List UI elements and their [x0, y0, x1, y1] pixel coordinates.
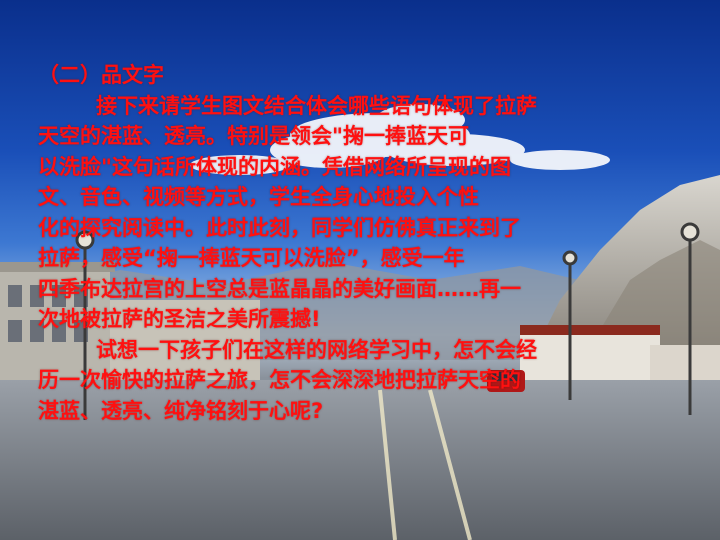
paragraph-1-line: 拉萨，感受“掬一捧蓝天可以洗脸”，感受一年: [38, 246, 465, 270]
paragraph-1-line: 天空的湛蓝、透亮。特别是领会"掬一捧蓝天可: [38, 124, 469, 148]
paragraph-2-line: 历一次愉快的拉萨之旅，怎不会深深地把拉萨天空的: [38, 368, 521, 392]
paragraph-2-line: 试想一下孩子们在这样的网络学习中，怎不会经: [96, 337, 537, 362]
left-building: [0, 262, 260, 390]
street-lamps: [75, 222, 700, 420]
paragraph-2-line: 湛蓝、透亮、纯净铭刻于心呢?: [38, 398, 324, 423]
paragraph-1-line: 次地被拉萨的圣洁之美所震撼!: [38, 307, 321, 331]
paragraph-1-line: 以洗脸"这句话所体现的内涵。凭借网络所呈现的图: [38, 154, 511, 179]
paragraph-1-line: 文、音色、视频等方式，学生全身心地投入个性: [38, 185, 479, 209]
clouds: [190, 104, 610, 175]
paragraph-1-line: 化的探究阅读中。此时此刻，同学们仿佛真正来到了: [38, 215, 521, 240]
body-text: （二）品文字 接下来请学生图文结合体会哪些语句体现了拉萨 天空的湛蓝、透亮。特别…: [38, 60, 698, 426]
car: [487, 370, 525, 392]
road: [0, 380, 720, 540]
paragraph-1-line: 四季布达拉宫的上空总是蓝晶晶的美好画面……再一: [38, 276, 521, 301]
section-heading: （二）品文字: [38, 63, 164, 87]
paragraph-1-line: 接下来请学生图文结合体会哪些语句体现了拉萨: [96, 93, 537, 118]
